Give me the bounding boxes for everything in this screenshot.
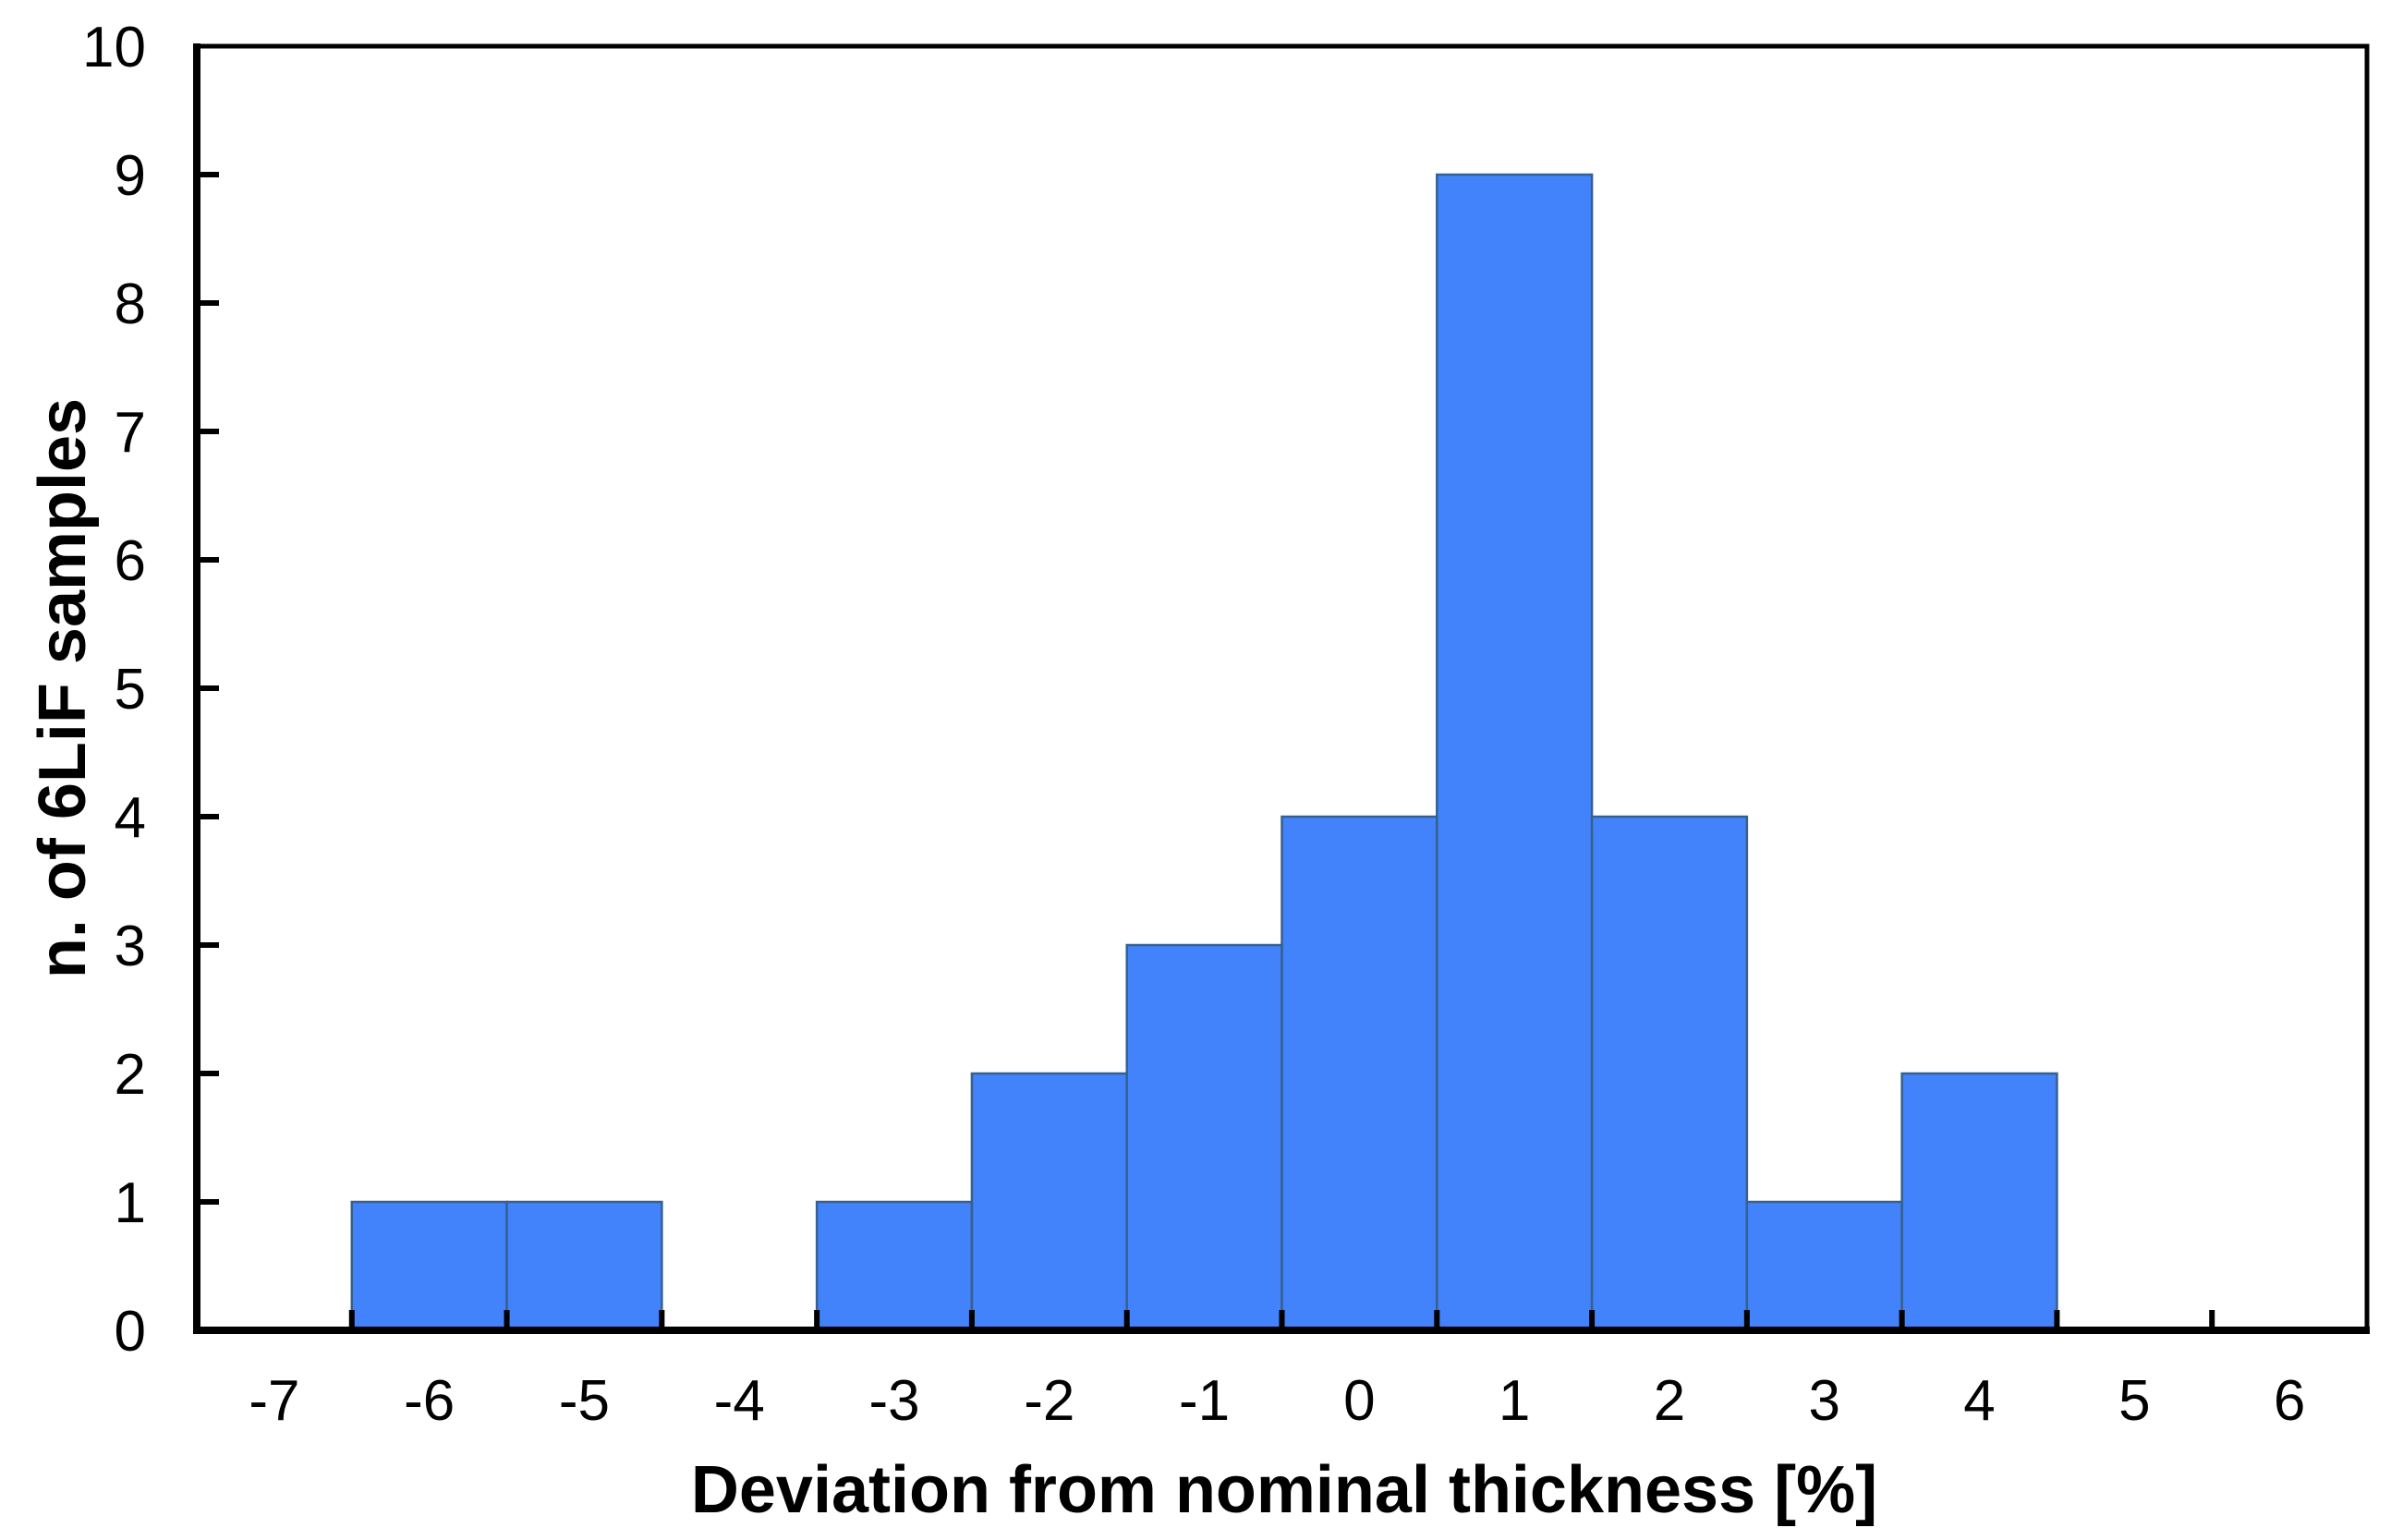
y-tick-label: 4 <box>115 786 146 850</box>
y-tick-label: 10 <box>82 16 146 79</box>
y-tick-label: 3 <box>115 915 146 978</box>
y-tick-label: 9 <box>115 144 146 208</box>
bars-layer <box>350 173 2058 1332</box>
y-axis-title: n. of 6LiF samples <box>26 398 100 978</box>
x-tick-label: -7 <box>249 1369 299 1433</box>
x-tick-label: -1 <box>1179 1369 1230 1433</box>
histogram-bar <box>350 1200 508 1332</box>
y-tick-label: 0 <box>115 1300 146 1364</box>
x-tick-label: 4 <box>1963 1369 1995 1433</box>
histogram-bar <box>815 1200 974 1332</box>
histogram-bar <box>1436 173 1594 1332</box>
x-tick-label: 3 <box>1809 1369 1840 1433</box>
x-tick-label: 2 <box>1654 1369 1685 1433</box>
plot-frame <box>193 43 2370 1334</box>
y-tick-label: 5 <box>115 658 146 721</box>
x-tick-label: 6 <box>2274 1369 2305 1433</box>
x-tick-label: 1 <box>1499 1369 1530 1433</box>
histogram-bar <box>1280 815 1438 1332</box>
y-tick-label: 2 <box>115 1043 146 1107</box>
y-tick-label: 6 <box>115 529 146 593</box>
x-axis-title: Deviation from nominal thickness [%] <box>691 1453 1877 1527</box>
x-tick-label: -4 <box>714 1369 765 1433</box>
tick-labels-layer: 0 1 2 3 4 5 6 7 8 9 10 -7 -6 -5 -4 -3 -2 -1 0 1 2 3 4 5 6 <box>82 16 2305 1433</box>
x-tick-label: 0 <box>1343 1369 1375 1433</box>
y-tick-label: 8 <box>115 273 146 336</box>
histogram-bar <box>1745 1200 1903 1332</box>
x-tick-label: -3 <box>868 1369 919 1433</box>
x-tick-label: -5 <box>559 1369 610 1433</box>
x-tick-label: -6 <box>404 1369 455 1433</box>
histogram-bar <box>1590 815 1749 1332</box>
y-tick-label: 7 <box>115 401 146 465</box>
x-tick-label: 5 <box>2118 1369 2150 1433</box>
histogram-bar <box>1900 1072 2058 1332</box>
histogram-bar <box>1125 943 1283 1332</box>
x-tick-label: -2 <box>1024 1369 1074 1433</box>
histogram-bar <box>505 1200 663 1332</box>
y-tick-label: 1 <box>115 1171 146 1235</box>
histogram-bar <box>970 1072 1128 1332</box>
